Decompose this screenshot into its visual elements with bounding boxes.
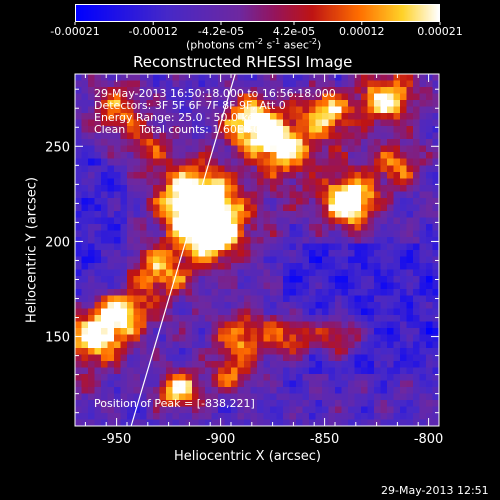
x-tick-label: -800	[414, 432, 444, 447]
colorbar-tick-label: 0.00012	[339, 25, 385, 38]
colorbar-tick-label: -0.00012	[128, 25, 178, 38]
colorbar	[75, 4, 440, 22]
heatmap-image	[75, 74, 439, 426]
y-tick-label: 150	[45, 331, 70, 346]
colorbar-unit-label: (photons cm-2 s-1 asec-2)	[186, 37, 322, 52]
x-tick-label: -950	[102, 432, 132, 447]
info-line-clean: Clean Total counts: 1.60E+04	[94, 123, 268, 136]
peak-position-label: Position of Peak = [-838,221]	[94, 397, 255, 410]
x-tick-label: -900	[206, 432, 236, 447]
x-axis-label: Heliocentric X (arcsec)	[174, 449, 321, 464]
x-tick-label: -850	[310, 432, 340, 447]
limb-line	[130, 73, 236, 427]
info-line-time: 29-May-2013 16:50:18.000 to 16:56:18.000	[94, 87, 336, 100]
info-line-energy: Energy Range: 25.0 - 50.0 keV	[94, 111, 262, 124]
y-tick-label: 200	[45, 235, 70, 250]
colorbar-ticks	[74, 22, 441, 25]
chart-title: Reconstructed RHESSI Image	[133, 53, 353, 71]
colorbar-tick-label: 0.00021	[417, 25, 463, 38]
colorbar-tick-label: -4.2e-05	[197, 25, 245, 38]
colorbar-tick-label: -0.00021	[50, 25, 100, 38]
y-axis-label: Heliocentric Y (arcsec)	[24, 177, 40, 323]
plot-frame	[74, 73, 440, 427]
info-line-detectors: Detectors: 3F 5F 6F 7F 8F 9F, Att 0	[94, 99, 286, 112]
colorbar-tick-label: 4.2e-05	[272, 25, 316, 38]
footer-timestamp: 29-May-2013 12:51	[381, 484, 489, 497]
y-tick-label: 250	[45, 140, 70, 155]
